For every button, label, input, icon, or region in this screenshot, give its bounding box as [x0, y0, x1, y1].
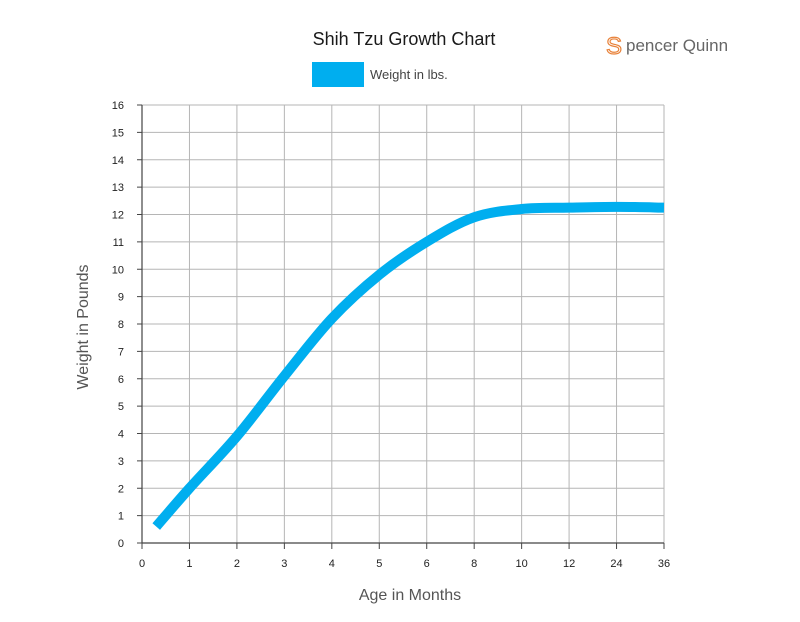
- y-tick-label: 16: [112, 100, 124, 112]
- grid: [141, 104, 665, 544]
- y-tick-label: 12: [112, 210, 124, 222]
- x-axis-label: Age in Months: [359, 587, 461, 604]
- x-tick-label: 4: [329, 558, 335, 570]
- x-tick-label: 0: [139, 558, 145, 570]
- axes: [141, 105, 664, 544]
- y-tick-label: 15: [112, 127, 124, 139]
- y-tick-label: 13: [112, 182, 124, 194]
- series-layer: [152, 201, 665, 530]
- y-tick-label: 7: [118, 346, 124, 358]
- brand-logo: S pencer Quinn: [605, 32, 728, 60]
- legend-label: Weight in lbs.: [370, 67, 448, 82]
- x-tick-label: 24: [610, 558, 622, 570]
- y-tick-label: 8: [118, 319, 124, 331]
- y-tick-label: 11: [113, 237, 124, 249]
- y-tick-label: 1: [118, 511, 124, 523]
- y-tick-label: 14: [112, 155, 124, 167]
- chart-title: Shih Tzu Growth Chart: [313, 29, 496, 49]
- brand-logo-initial: S: [606, 33, 622, 60]
- x-tick-label: 36: [658, 558, 670, 570]
- y-tick-label: 10: [112, 264, 124, 276]
- x-axis-ticks: 0 1 2 3 4 5 6 8 10 12 24 36: [139, 543, 670, 570]
- y-tick-label: 6: [118, 374, 124, 386]
- series-line-weight: [152, 201, 665, 530]
- y-axis-label: Weight in Pounds: [75, 264, 92, 389]
- x-tick-label: 12: [563, 558, 575, 570]
- x-tick-label: 5: [376, 558, 382, 570]
- y-tick-label: 3: [118, 456, 124, 468]
- x-tick-label: 3: [281, 558, 287, 570]
- y-tick-label: 0: [118, 538, 124, 550]
- y-tick-label: 4: [118, 429, 124, 441]
- x-tick-label: 6: [424, 558, 430, 570]
- x-tick-label: 8: [471, 558, 477, 570]
- y-tick-label: 5: [118, 401, 124, 413]
- y-tick-label: 2: [118, 483, 124, 495]
- y-tick-label: 9: [118, 292, 124, 304]
- x-tick-label: 2: [234, 558, 240, 570]
- legend-swatch: [312, 62, 364, 87]
- x-tick-label: 10: [516, 558, 528, 570]
- x-tick-label: 1: [186, 558, 192, 570]
- brand-logo-name: pencer Quinn: [626, 36, 728, 55]
- legend: Weight in lbs.: [312, 62, 448, 87]
